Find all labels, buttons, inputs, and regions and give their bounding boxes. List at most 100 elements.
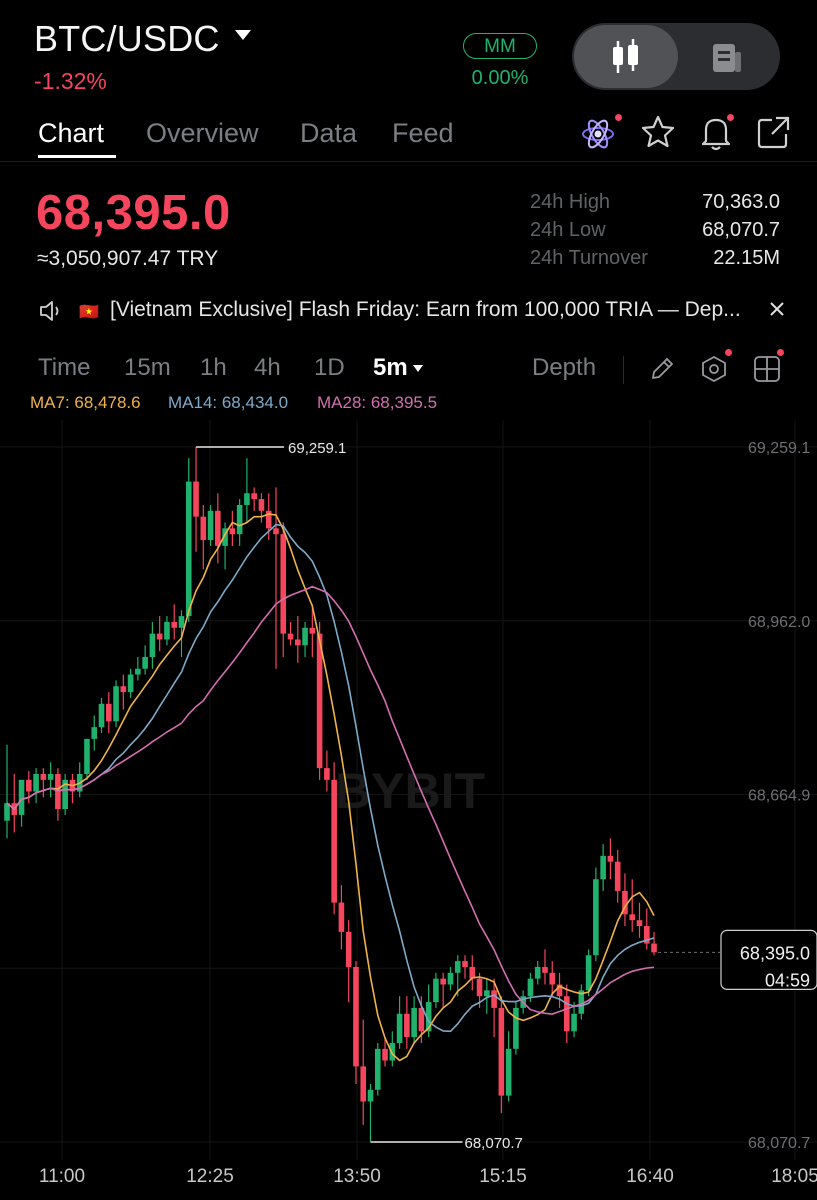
toolbar-divider [623,356,624,384]
layout-button[interactable] [752,354,782,389]
notification-dot [725,349,732,356]
candle-body [26,779,32,792]
candle-body [105,703,112,722]
candle-body [396,1013,403,1043]
close-icon [770,302,784,316]
candlestick-chart[interactable]: BYBIT 69,259.1 68,962.0 68,664.9 68,070.7 1… [0,420,817,1200]
candle-body [309,627,316,634]
candlestick-icon [613,39,638,73]
mm-value: 0.00% [471,67,529,89]
last-price-tag[interactable]: 68,395.0 04:59 [658,929,817,990]
ai-atom-button[interactable] [580,116,616,157]
timeframe-4h[interactable]: 4h [254,354,281,381]
candle-body [433,978,439,1003]
ma14-line [6,523,655,1033]
draw-button[interactable] [648,355,676,388]
last-price-box [720,929,817,990]
candle-body [542,966,548,973]
candle-body [135,668,141,675]
candle-body [236,504,243,535]
orderbook-view-button[interactable] [710,42,744,79]
candle-body [563,996,570,1032]
candle-body [193,481,199,517]
candle-body [164,621,170,640]
candle-body [316,633,323,769]
stat-value-24h-low: 68,070.7 [702,219,780,241]
price-change-percent: -1.32% [34,68,107,94]
timeframe-1d[interactable]: 1D [314,354,345,381]
pair-dropdown-chevron-icon[interactable] [235,30,251,40]
candle-body [156,633,163,640]
candle-body [462,961,468,967]
candle-body [374,1048,381,1090]
x-axis-labels: 11:00 12:25 13:50 15:15 16:40 18:05 [39,1166,817,1187]
candle-body [527,978,534,997]
high-marker-label: 69,259.1 [288,440,346,457]
candle-body [222,528,228,546]
timeframe-time[interactable]: Time [38,354,91,381]
candle-body [149,633,156,658]
candle-body [207,510,214,541]
candle-body [534,966,541,979]
trading-pair-title[interactable]: BTC/USDC [34,18,220,59]
candle-body [484,990,490,997]
last-price-label: 68,395.0 [740,943,810,963]
timeframe-5m[interactable]: 5m [373,354,408,381]
mm-badge[interactable]: MM [463,33,537,59]
low-marker-label: 68,070.7 [465,1135,523,1152]
candle-body [367,1089,374,1102]
timeframe-dropdown-icon[interactable] [413,365,423,372]
candle-body [382,1048,388,1061]
tab-chart[interactable]: Chart [38,118,105,148]
candle-body [331,779,337,903]
candle-body [40,773,47,780]
candle-countdown: 04:59 [765,970,810,990]
candle-body [287,633,294,640]
candle-body [98,703,105,728]
candle-body [418,1007,425,1032]
y-tick-label: 68,962.0 [748,614,810,631]
candle-body [476,978,483,997]
x-tick-label: 12:25 [186,1166,234,1187]
favorite-button[interactable] [640,114,676,155]
share-external-icon [757,116,790,149]
candle-body [607,855,614,862]
notification-dot [727,114,734,121]
candle-body [629,914,636,921]
candle-body [614,861,621,891]
candlestick-view-button[interactable] [574,25,678,88]
price-alert-button[interactable] [698,114,734,157]
candle-body [18,779,25,815]
candle-body [127,674,134,693]
candle-body [404,1013,410,1038]
close-announcement-button[interactable] [767,299,787,324]
tab-data[interactable]: Data [300,118,358,148]
tab-feed[interactable]: Feed [392,118,454,148]
candle-body [258,499,265,511]
announcement-text[interactable]: [Vietnam Exclusive] Flash Friday: Earn f… [110,298,741,321]
x-tick-label: 11:00 [39,1166,85,1187]
candle-body [142,657,148,669]
stat-value-24h-high: 70,363.0 [702,191,780,213]
ma14-legend: MA14: 68,434.0 [168,393,289,412]
candle-body [215,510,221,546]
timeframe-1h[interactable]: 1h [200,354,227,381]
candle-body [62,779,68,810]
candle-body [185,481,192,617]
indicator-settings-button[interactable] [699,354,729,389]
depth-tab[interactable]: Depth [532,354,597,381]
candle-body [593,879,599,956]
candle-body [556,984,563,997]
stat-label-24h-low: 24h Low [530,219,606,241]
share-button[interactable] [756,114,792,155]
tab-overview[interactable]: Overview [146,118,259,148]
timeframe-15m[interactable]: 15m [124,354,171,381]
x-tick-label: 18:05 [771,1166,817,1187]
candle-body [505,1048,512,1096]
bell-icon [701,118,731,151]
y-axis-labels: 69,259.1 68,962.0 68,664.9 68,070.7 [748,440,810,1152]
candle-body [84,738,90,774]
candle-body [353,966,359,1067]
candle-body [345,931,352,967]
ma28-legend: MA28: 68,395.5 [317,393,438,412]
